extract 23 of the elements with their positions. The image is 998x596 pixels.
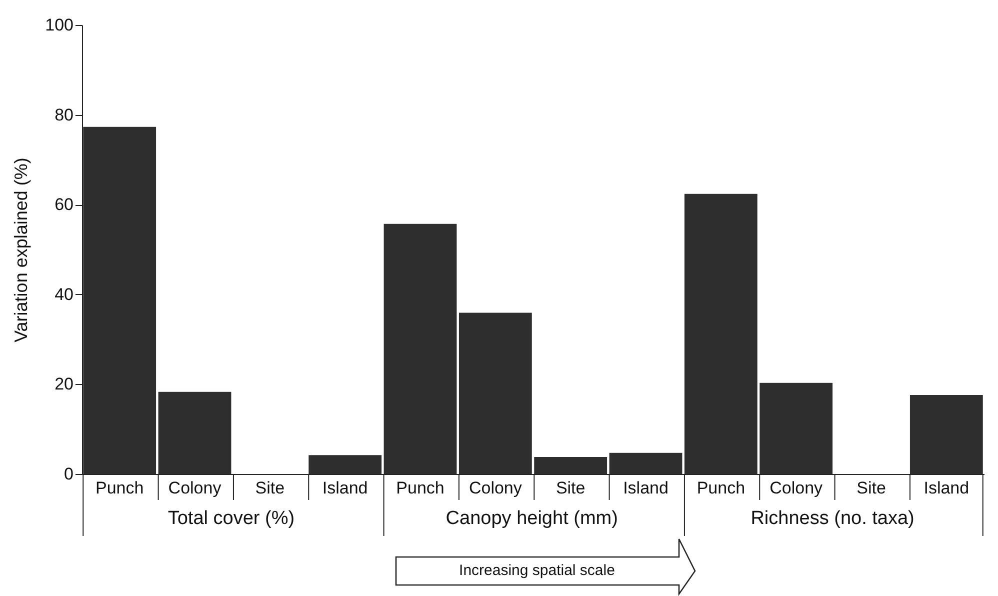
text: Canopy height (mm) xyxy=(446,508,618,529)
text: Increasing spatial scale xyxy=(458,561,616,581)
y-tick-label: 100 xyxy=(45,16,74,34)
y-tick-label: 60 xyxy=(54,195,74,214)
x-tick-label: Island xyxy=(623,478,668,498)
x-tick-label: Site xyxy=(556,478,586,498)
x-tick-label: Colony xyxy=(168,478,222,498)
y-axis-title: Variation explained (%) xyxy=(11,158,32,342)
x-tick-label: Site xyxy=(255,478,285,498)
x-tick-label: Island xyxy=(924,478,970,498)
x-tick-label: Punch xyxy=(396,478,444,498)
y-tick-label: 40 xyxy=(54,284,74,304)
text: Richness (no. taxa) xyxy=(750,508,914,529)
y-tick-label: 0 xyxy=(64,464,74,484)
x-tick-label: Punch xyxy=(95,478,144,498)
x-tick-label: Island xyxy=(322,478,368,498)
x-tick-label: Colony xyxy=(770,478,824,498)
x-tick-label: Colony xyxy=(468,478,522,498)
y-tick-label: 80 xyxy=(54,105,74,124)
text: Total cover (%) xyxy=(168,508,295,529)
x-tick-label: Site xyxy=(856,478,886,498)
y-tick-label: 20 xyxy=(54,374,74,394)
x-tick-label: Punch xyxy=(696,478,746,498)
